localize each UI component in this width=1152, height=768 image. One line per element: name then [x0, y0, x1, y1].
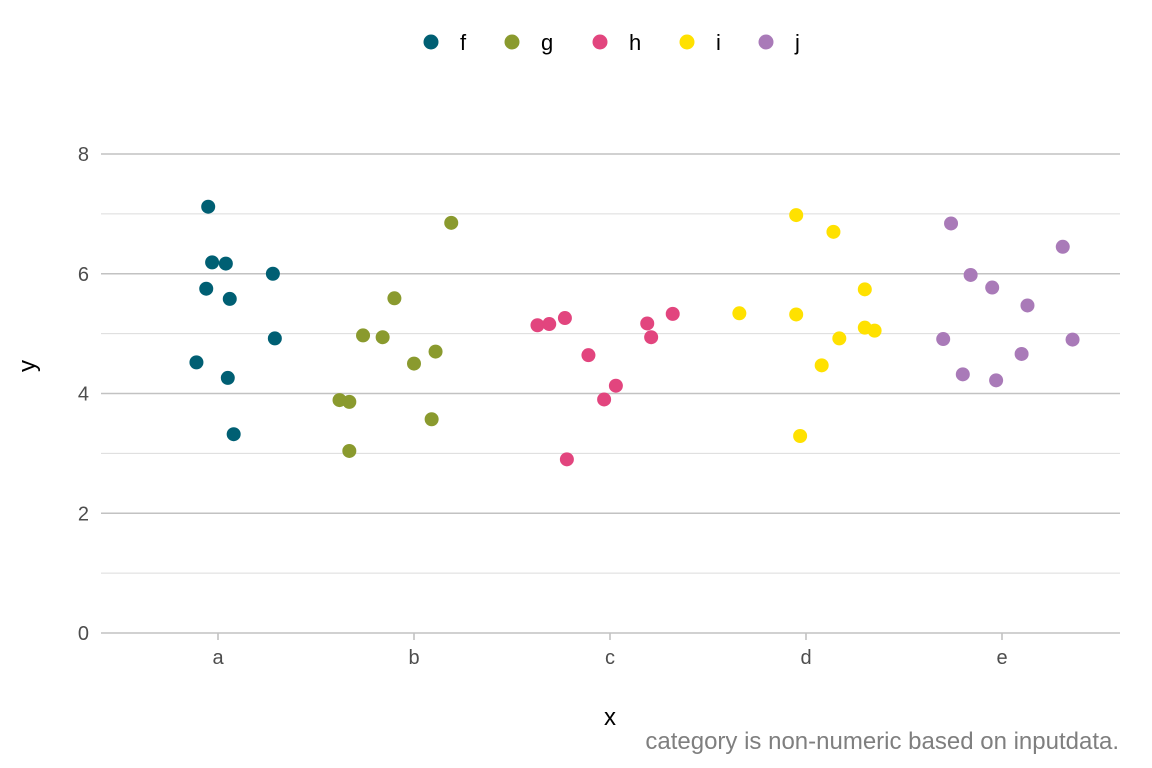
- x-axis: a b c d e: [212, 633, 1008, 669]
- data-point-h: [608, 378, 623, 393]
- legend-key-f: [423, 34, 439, 50]
- data-point-f: [218, 256, 233, 271]
- data-point-j: [944, 216, 959, 231]
- legend-key-h: [592, 34, 608, 50]
- data-point-h: [530, 318, 545, 333]
- data-point-g: [444, 215, 459, 230]
- data-point-f: [220, 370, 235, 385]
- data-point-f: [222, 291, 237, 306]
- legend-key-i: [679, 34, 695, 50]
- x-axis-title: x: [604, 704, 616, 731]
- data-point-j: [989, 373, 1004, 388]
- data-point-h: [559, 452, 574, 467]
- data-point-h: [644, 330, 659, 345]
- x-tick-label: b: [408, 647, 419, 669]
- legend-label-f: f: [460, 30, 467, 55]
- legend-label-j: j: [794, 30, 800, 55]
- y-axis-title: y: [14, 360, 41, 372]
- data-point-h: [581, 348, 596, 363]
- data-point-f: [265, 266, 280, 281]
- data-point-f: [226, 427, 241, 442]
- data-point-g: [428, 344, 443, 359]
- legend: f g h i j: [423, 30, 800, 55]
- data-point-h: [597, 392, 612, 407]
- data-point-j: [1065, 332, 1080, 347]
- data-point-g: [407, 356, 421, 371]
- data-point-j: [963, 267, 978, 282]
- data-point-i: [814, 358, 829, 373]
- x-tick-label: c: [605, 647, 615, 669]
- data-point-h: [542, 317, 557, 332]
- data-point-h: [557, 311, 572, 326]
- y-tick-label: 2: [78, 503, 89, 525]
- data-point-i: [867, 323, 882, 338]
- legend-label-i: i: [716, 30, 721, 55]
- data-point-j: [1020, 298, 1035, 313]
- y-tick-label: 8: [78, 144, 89, 166]
- data-point-i: [793, 429, 808, 444]
- data-point-f: [205, 255, 220, 270]
- grid: [101, 153, 1120, 634]
- data-point-g: [342, 443, 357, 458]
- x-tick-label: a: [212, 647, 224, 669]
- data-point-g: [375, 330, 390, 345]
- data-point-i: [857, 282, 872, 297]
- legend-key-j: [758, 34, 774, 50]
- data-point-g: [424, 412, 439, 427]
- data-point-h: [640, 316, 655, 331]
- y-tick-label: 4: [78, 384, 89, 406]
- y-tick-label: 0: [78, 623, 89, 645]
- data-point-f: [189, 355, 204, 370]
- data-point-h: [665, 306, 680, 321]
- legend-label-h: h: [629, 30, 641, 55]
- y-axis: 0 2 4 6 8: [78, 144, 89, 645]
- data-point-i: [826, 224, 841, 239]
- data-point-i: [832, 331, 847, 346]
- data-point-j: [1055, 239, 1070, 254]
- data-point-i: [789, 208, 804, 223]
- chart-caption: category is non-numeric based on inputda…: [645, 728, 1119, 755]
- data-point-f: [201, 199, 216, 214]
- legend-key-g: [504, 34, 520, 50]
- data-point-j: [985, 280, 1000, 295]
- data-point-g: [342, 394, 357, 409]
- x-tick-label: e: [996, 647, 1007, 669]
- y-tick-label: 6: [78, 264, 89, 286]
- data-point-f: [267, 331, 282, 346]
- data-point-i: [732, 306, 747, 321]
- x-tick-label: d: [800, 647, 811, 669]
- data-point-f: [199, 281, 214, 296]
- data-point-j: [955, 367, 970, 382]
- data-points: [189, 199, 1080, 467]
- data-point-i: [789, 307, 804, 322]
- legend-label-g: g: [541, 30, 553, 55]
- data-point-j: [1014, 346, 1029, 361]
- data-point-g: [387, 291, 402, 306]
- data-point-g: [356, 328, 371, 343]
- data-point-j: [936, 332, 951, 347]
